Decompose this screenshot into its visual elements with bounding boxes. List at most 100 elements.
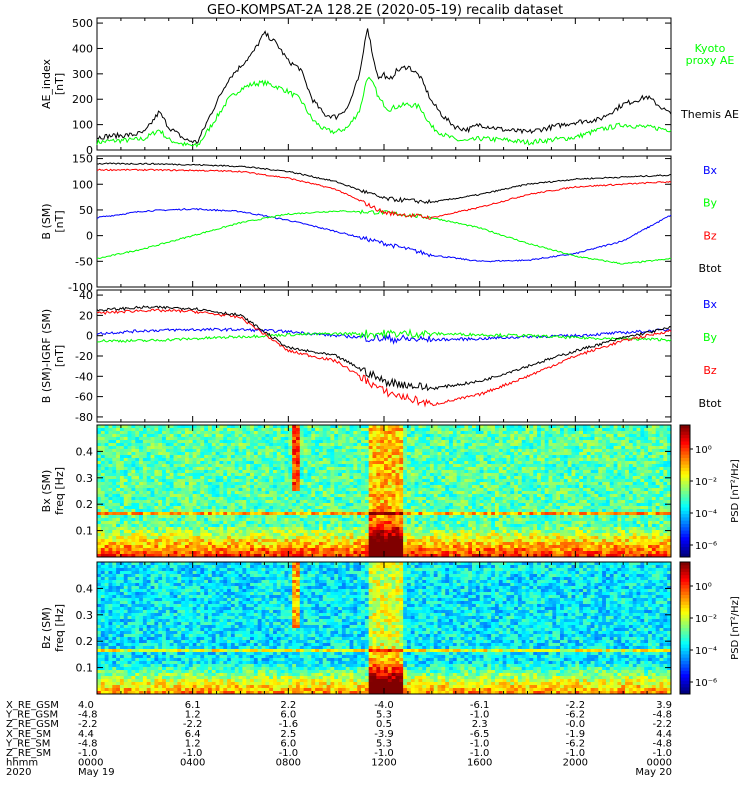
spectrogram-cell [215,476,220,480]
spectrogram-cell [498,545,504,549]
spectrogram-cell [295,434,301,438]
spectrogram-cell [334,545,339,549]
spectrogram-cell [414,494,419,498]
spectrogram-cell [169,428,174,432]
spectrogram-cell [100,425,106,429]
spectrogram-cell [303,497,308,501]
spectrogram-cell [449,554,454,558]
spectrogram-cell [142,524,148,528]
spectrogram-cell [123,524,129,528]
spectrogram-cell [414,425,419,429]
spectrogram-cell [204,503,209,507]
spectrogram-cell [250,473,255,477]
spectrogram-cell [364,494,370,498]
spectrogram-cell [139,458,144,462]
spectrogram-cell [116,443,121,447]
spectrogram-cell [464,554,469,558]
spectrogram-cell [506,536,511,540]
spectrogram-cell [181,425,186,429]
spectrogram-cell [273,515,278,519]
spectrogram-cell [437,521,442,525]
spectrogram-cell [112,509,117,513]
spectrogram-cell [368,482,373,486]
spectrogram-cell [429,530,435,534]
spectrogram-cell [284,425,289,429]
spectrogram-cell [487,476,492,480]
spectrogram-cell [456,452,461,456]
spectrogram-cell [127,536,132,540]
spectrogram-cell [468,542,473,546]
spectrogram-cell [280,455,285,459]
spectrogram-cell [292,470,297,474]
spectrogram-cell [441,428,446,432]
spectrogram-cell [135,512,140,516]
spectrogram-cell [418,554,423,558]
spectrogram-cell [135,488,140,492]
spectrogram-cell [219,533,224,537]
spectrogram-cell [181,512,186,516]
spectrogram-cell [165,515,171,519]
spectrogram-cell [464,476,469,480]
spectrogram-cell [433,470,438,474]
spectrogram-cell [445,491,450,495]
spectrogram-cell [418,431,423,435]
spectrogram-cell [250,431,255,435]
spectrogram-cell [250,533,255,537]
spectrogram-cell [273,458,278,462]
spectrogram-cell [491,509,496,513]
spectrogram-cell [403,506,408,510]
spectrogram-cell [452,482,458,486]
spectrogram-cell [276,431,282,435]
spectrogram-cell [372,440,377,444]
spectrogram-cell [100,446,106,450]
spectrogram-cell [223,458,228,462]
spectrogram-cell [479,527,484,531]
spectrogram-cell [196,554,201,558]
spectrogram-cell [311,458,316,462]
spectrogram-cell [426,497,431,501]
spectrogram-cell [162,491,167,495]
spectrogram-cell [173,536,178,540]
spectrogram-cell [330,521,335,525]
spectrogram-cell [322,428,327,432]
spectrogram-cell [349,512,354,516]
spectrogram-cell [487,509,492,513]
spectrogram-cell [97,509,102,513]
spectrogram-cell [345,428,350,432]
spectrogram-cell [349,521,354,525]
spectrogram-cell [158,467,163,471]
spectrogram-cell [384,527,389,531]
spectrogram-cell [418,449,423,453]
spectrogram-cell [292,494,297,498]
spectrogram-cell [253,452,259,456]
spectrogram-cell [338,554,343,558]
spectrogram-cell [146,446,151,450]
spectrogram-cell [253,464,259,468]
spectrogram-cell [261,554,266,558]
spectrogram-cell [246,515,251,519]
spectrogram-cell [318,503,324,507]
spectrogram-cell [276,473,282,477]
spectrogram-cell [472,515,477,519]
spectrogram-cell [384,530,389,534]
spectrogram-cell [475,503,481,507]
spectrogram-cell [273,512,278,516]
spectrogram-cell [292,467,297,471]
spectrogram-cell [341,458,347,462]
spectrogram-cell [284,497,289,501]
spectrogram-cell [142,536,148,540]
spectrogram-cell [433,464,438,468]
spectrogram-cell [273,509,278,513]
spectrogram-cell [211,527,217,531]
spectrogram-cell [437,479,442,483]
spectrogram-cell [135,446,140,450]
spectrogram-cell [169,518,174,522]
spectrogram-cell [116,488,121,492]
spectrogram-cell [257,527,262,531]
spectrogram-cell [116,434,121,438]
spectrogram-cell [280,503,285,507]
spectrogram-cell [250,509,255,513]
spectrogram-cell [215,518,220,522]
spectrogram-cell [177,449,182,453]
spectrogram-cell [349,503,354,507]
